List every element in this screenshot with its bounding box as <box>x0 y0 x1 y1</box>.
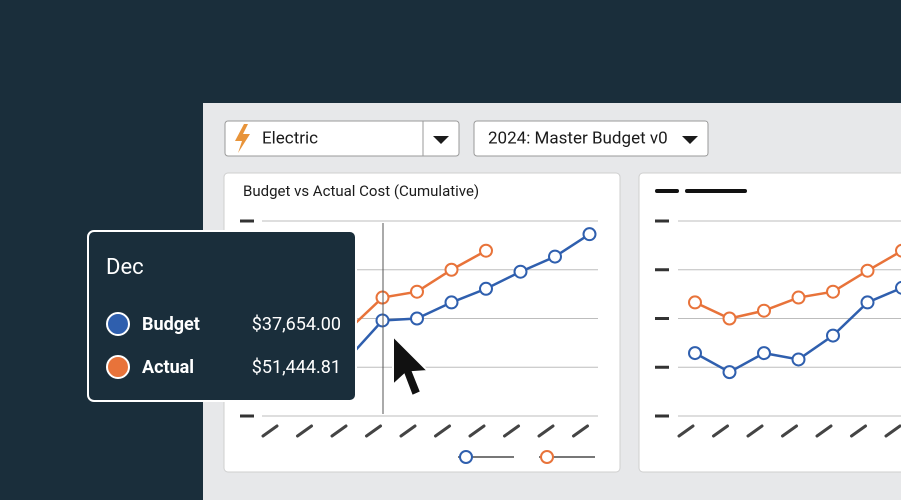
data-point <box>548 249 562 264</box>
data-point <box>479 281 493 296</box>
x-tick-placeholder <box>746 424 764 438</box>
x-tick-placeholder <box>330 424 348 438</box>
chart-card <box>638 172 901 473</box>
x-tick-placeholder <box>815 424 833 438</box>
data-point <box>582 227 597 242</box>
chart-title: Budget vs Actual Cost (Cumulative) <box>243 182 479 200</box>
x-tick-placeholder <box>572 424 589 438</box>
data-point <box>479 243 493 258</box>
data-point <box>444 262 459 277</box>
x-tick-placeholder <box>537 424 555 438</box>
data-point <box>410 311 424 326</box>
legend-marker <box>459 450 473 464</box>
data-point <box>722 365 737 380</box>
series-dot <box>106 312 130 336</box>
tooltip-value: $51,444.81 <box>252 357 341 378</box>
x-tick-placeholder <box>434 424 451 438</box>
tooltip-value: $37,654.00 <box>252 314 341 335</box>
dropdown-value: 2024: Master Budget v0 <box>488 128 668 148</box>
data-point <box>791 290 806 305</box>
data-point <box>860 295 875 310</box>
x-tick-placeholder <box>365 424 382 438</box>
tooltip-title: Dec <box>106 255 144 280</box>
data-point <box>757 303 771 318</box>
chart <box>655 219 901 438</box>
tooltip: Dec Budget $37,654.00 Actual $51,444.81 <box>87 230 357 402</box>
x-tick-placeholder <box>503 424 520 438</box>
data-point <box>860 263 875 278</box>
data-point <box>722 311 737 326</box>
data-point <box>688 346 702 361</box>
data-point <box>826 328 840 343</box>
dropdown-arrow[interactable] <box>433 136 449 144</box>
budget-dropdown[interactable]: 2024: Master Budget v0 <box>473 120 709 157</box>
title-placeholder <box>655 189 679 193</box>
x-tick-placeholder <box>468 424 486 438</box>
x-tick-placeholder <box>781 424 798 438</box>
title-placeholder <box>685 189 747 193</box>
x-tick-placeholder <box>677 424 695 438</box>
data-point <box>513 264 528 279</box>
dropdown-arrow[interactable] <box>682 136 698 144</box>
legend-marker <box>540 450 554 464</box>
tooltip-label: Actual <box>142 357 194 378</box>
mouse-cursor <box>392 333 431 398</box>
dropdown-box[interactable] <box>473 120 709 157</box>
dropdown-box[interactable] <box>224 120 460 157</box>
data-point <box>757 346 771 361</box>
x-tick-placeholder <box>296 424 313 438</box>
electric-icon <box>235 124 250 153</box>
tooltip-label: Budget <box>142 314 200 335</box>
data-point <box>895 280 901 295</box>
data-point <box>410 284 424 299</box>
dropdown-value: Electric <box>262 128 318 148</box>
data-point <box>826 284 840 299</box>
data-point <box>444 295 459 310</box>
x-tick-placeholder <box>850 424 867 438</box>
x-tick-placeholder <box>884 424 901 438</box>
data-point <box>688 295 702 310</box>
data-point <box>895 243 901 258</box>
x-tick-placeholder <box>712 424 729 438</box>
x-tick-placeholder <box>399 424 417 438</box>
tooltip-box <box>87 230 357 402</box>
legend <box>458 450 595 464</box>
data-point <box>791 352 806 367</box>
x-tick-placeholder <box>261 424 279 438</box>
utility-dropdown[interactable]: Electric <box>224 120 460 157</box>
series-dot <box>106 355 130 379</box>
